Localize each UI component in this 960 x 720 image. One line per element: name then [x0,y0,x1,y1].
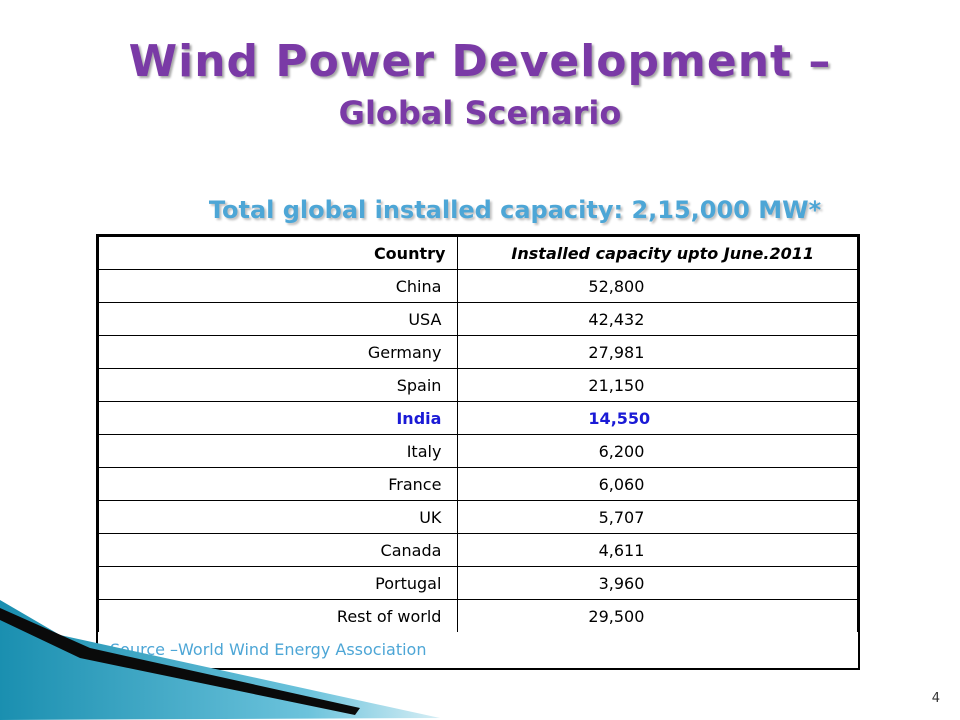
table-row: India 14,550 [97,401,858,435]
table-header-row: Country Installed capacity upto June.201… [97,236,858,270]
decorative-footer-swoosh [0,600,440,720]
table-row: China 52,800 [97,269,858,303]
capacity-cell: 42,432 [457,302,858,336]
capacity-cell: 14,550 [457,401,858,435]
capacity-cell: 6,060 [457,467,858,501]
header-capacity: Installed capacity upto June.2011 [457,236,858,270]
capacity-cell: 21,150 [457,368,858,402]
country-cell: India [97,401,459,435]
header-country: Country [97,236,459,270]
country-cell: Germany [97,335,459,369]
table-row: Italy 6,200 [97,434,858,468]
table-row: Portugal 3,960 [97,566,858,600]
capacity-cell: 6,200 [457,434,858,468]
slide-title-line2: Global Scenario [338,94,622,132]
table-row: USA 42,432 [97,302,858,336]
table-body: China 52,800 USA 42,432 Germany 27,981 Spain 21… [97,269,858,632]
capacity-cell: 52,800 [457,269,858,303]
slide-subtitle: Total global installed capacity: 2,15,00… [208,196,822,224]
country-cell: France [97,467,459,501]
capacity-cell: 27,981 [457,335,858,369]
country-cell: China [97,269,459,303]
capacity-table: Country Installed capacity upto June.201… [97,236,858,632]
country-cell: USA [97,302,459,336]
capacity-table-container: Country Installed capacity upto June.201… [96,234,860,670]
country-cell: Rest of world [97,599,459,632]
country-cell: Spain [97,368,459,402]
country-cell: Canada [97,533,459,567]
footer-black-stripe [0,608,360,715]
footer-teal-band [0,600,440,720]
table-row: Spain 21,150 [97,368,858,402]
capacity-cell: 5,707 [457,500,858,534]
country-cell: UK [97,500,459,534]
table-row: Germany 27,981 [97,335,858,369]
source-note: Source –World Wind Energy Association [110,640,427,659]
table-row: Rest of world 29,500 [97,599,858,632]
country-cell: Italy [97,434,459,468]
table-row: Canada 4,611 [97,533,858,567]
capacity-cell: 29,500 [457,599,858,632]
slide-title-line1: Wind Power Development – [128,36,832,87]
country-cell: Portugal [97,566,459,600]
capacity-cell: 3,960 [457,566,858,600]
table-row: UK 5,707 [97,500,858,534]
table-row: France 6,060 [97,467,858,501]
page-number: 4 [931,691,940,706]
capacity-cell: 4,611 [457,533,858,567]
